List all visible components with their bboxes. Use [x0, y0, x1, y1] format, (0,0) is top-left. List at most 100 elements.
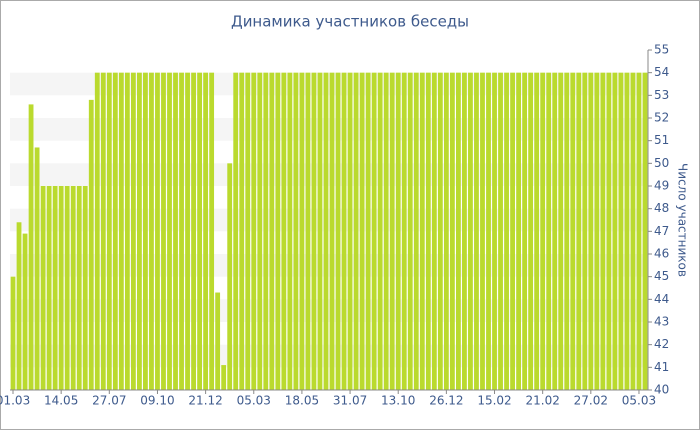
chart-title: Динамика участников беседы [231, 13, 469, 31]
y-tick-label: 41 [654, 360, 669, 374]
bar [269, 72, 275, 391]
bar [365, 72, 371, 391]
bar [630, 72, 636, 391]
bar [173, 72, 178, 391]
bar [498, 72, 503, 391]
bar [594, 72, 600, 391]
bar [389, 72, 395, 391]
bar [413, 72, 419, 391]
bar [419, 72, 425, 391]
y-tick-label: 53 [654, 88, 669, 102]
bar [221, 365, 227, 390]
x-tick-label: 14.05 [44, 394, 78, 408]
bar [227, 163, 233, 390]
bar [70, 186, 76, 390]
bar [449, 72, 455, 391]
bar [281, 72, 287, 391]
bar [335, 72, 341, 391]
x-tick-label: 15.02 [477, 394, 511, 408]
bar [239, 72, 245, 391]
x-tick-label: 09.10 [140, 394, 174, 408]
bar [209, 72, 215, 391]
bar [40, 186, 46, 390]
bar [540, 72, 546, 391]
bar [534, 72, 540, 391]
bar [528, 72, 534, 391]
bar [257, 72, 263, 391]
bar [612, 72, 618, 391]
bar [149, 72, 154, 391]
y-tick-label: 45 [654, 269, 669, 283]
bar [130, 72, 136, 391]
bar [552, 72, 558, 391]
bar [353, 72, 359, 391]
bar [618, 72, 624, 391]
bar [636, 72, 642, 391]
bar [323, 72, 329, 391]
bar [88, 99, 94, 390]
bar [245, 72, 251, 391]
y-tick-label: 40 [654, 383, 669, 397]
bar [516, 72, 522, 391]
x-tick-label: 21.12 [188, 394, 222, 408]
x-tick-label: 26.12 [429, 394, 463, 408]
y-tick-label: 43 [654, 315, 669, 329]
bar [431, 72, 437, 391]
bar [576, 72, 582, 391]
x-tick-label: 05.03 [237, 394, 271, 408]
bar [546, 72, 552, 391]
bar [347, 72, 353, 391]
bar [22, 233, 28, 390]
bar [100, 72, 106, 391]
bar [558, 72, 564, 391]
bar [106, 72, 112, 391]
bar [624, 72, 630, 391]
bar [570, 72, 576, 391]
bar [462, 72, 467, 391]
bar [76, 186, 82, 390]
y-tick-label: 52 [654, 111, 669, 125]
bar [504, 72, 509, 391]
y-tick-label: 47 [654, 224, 669, 238]
bar [341, 72, 347, 391]
y-tick-label: 46 [654, 247, 669, 261]
bar [155, 72, 160, 391]
bar [136, 72, 142, 391]
bar [251, 72, 257, 391]
bar [329, 72, 335, 391]
bar [305, 72, 311, 391]
bar [480, 72, 485, 391]
bar [64, 186, 70, 390]
y-tick-label: 44 [654, 292, 669, 306]
bar [124, 72, 130, 391]
bar [468, 72, 473, 391]
x-tick-label: 31.07 [333, 394, 367, 408]
bar [112, 72, 118, 391]
bar [16, 222, 22, 390]
bar [293, 72, 299, 391]
bar [82, 186, 88, 390]
y-tick-label: 49 [654, 179, 669, 193]
bar [179, 72, 184, 391]
bar [401, 72, 407, 391]
x-tick-label: 18.05 [285, 394, 319, 408]
bar [263, 72, 269, 391]
bar [443, 72, 449, 391]
bar [564, 72, 570, 391]
y-tick-label: 55 [654, 43, 669, 57]
bar [143, 72, 148, 391]
x-tick-label: 27.02 [574, 394, 608, 408]
x-tick-label: 01.03 [0, 394, 30, 408]
bar [203, 72, 209, 391]
bar [275, 72, 281, 391]
bar [600, 72, 606, 391]
x-tick-label: 21.02 [525, 394, 559, 408]
x-tick-label: 05.03 [622, 394, 656, 408]
bar [215, 292, 221, 390]
bar [395, 72, 401, 391]
y-tick-label: 50 [654, 156, 669, 170]
bar [34, 147, 40, 390]
y-axis-label: Число участников [676, 163, 690, 277]
bar [118, 72, 124, 391]
